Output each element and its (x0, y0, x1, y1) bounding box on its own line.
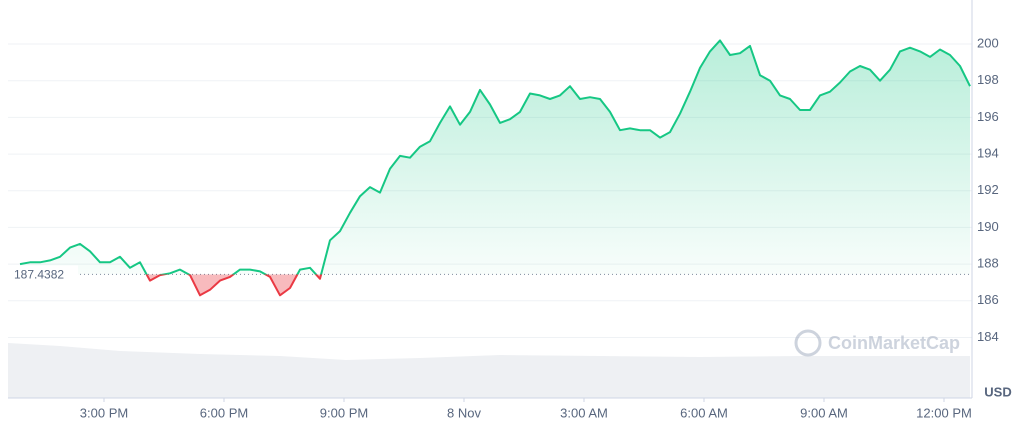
watermark: CoinMarketCap (794, 329, 960, 357)
y-tick-label: 192 (977, 182, 999, 197)
y-tick-label: 190 (977, 219, 999, 234)
x-tick-label: 9:00 AM (800, 405, 848, 420)
y-tick-label: 186 (977, 292, 999, 307)
baseline-label: 187.4382 (14, 268, 64, 282)
watermark-text: CoinMarketCap (828, 333, 960, 353)
x-tick-label: 9:00 PM (320, 405, 368, 420)
y-tick-label: 198 (977, 72, 999, 87)
y-tick-label: 188 (977, 256, 999, 271)
x-tick-label: 3:00 PM (80, 405, 128, 420)
price-line (19, 39, 971, 297)
y-tick-label: 196 (977, 109, 999, 124)
x-tick-label: 6:00 AM (680, 405, 728, 420)
area (20, 40, 970, 296)
x-tick-label: 8 Nov (447, 405, 481, 420)
currency-label: USD (984, 384, 1011, 399)
y-tick-label: 184 (977, 329, 999, 344)
baseline-label-bg (8, 265, 78, 284)
x-tick-label: 12:00 PM (916, 405, 972, 420)
x-tick-label: 6:00 PM (200, 405, 248, 420)
y-tick-label: 194 (977, 146, 999, 161)
x-tick-label: 3:00 AM (560, 405, 608, 420)
volume-area (8, 343, 970, 398)
y-tick-label: 200 (977, 35, 999, 50)
